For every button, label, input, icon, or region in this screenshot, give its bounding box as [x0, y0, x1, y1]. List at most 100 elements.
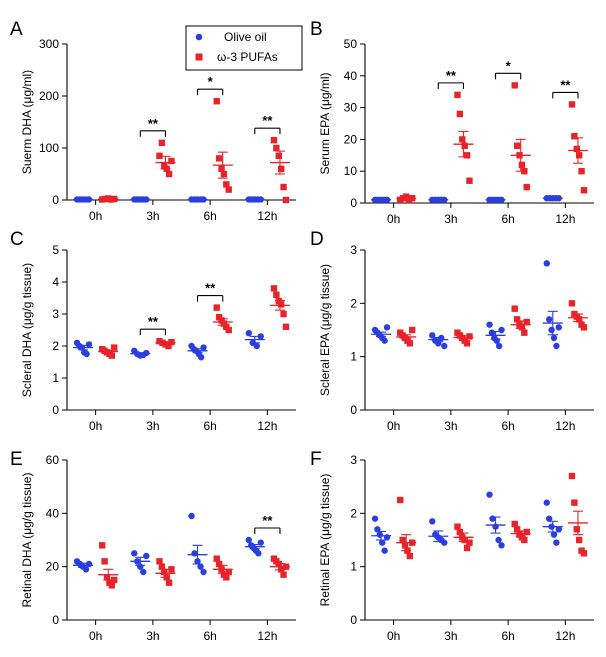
data-point	[575, 316, 583, 323]
data-point	[466, 333, 473, 340]
panel-letter: D	[310, 229, 324, 250]
data-point	[511, 520, 518, 528]
data-point	[213, 98, 220, 105]
data-point	[545, 316, 553, 323]
data-point	[406, 552, 414, 560]
y-axis-label: Retinal DHA (μg/g tissue)	[20, 473, 34, 608]
data-point	[282, 323, 290, 330]
significance-label: *	[506, 58, 512, 73]
data-point	[168, 566, 175, 573]
data-point	[486, 321, 493, 328]
y-tick-label: 30	[344, 101, 358, 115]
x-tick-label: 12h	[555, 629, 575, 643]
data-point	[568, 300, 576, 307]
series-omega-3	[396, 472, 588, 560]
data-point	[511, 82, 518, 89]
data-point	[253, 342, 260, 350]
data-point	[511, 305, 518, 312]
series-olive-oil	[73, 330, 265, 361]
panel-f: F 0 1 2 3 0h 3h 6h 12h Retinal EPA (μg/g tissue)	[310, 449, 594, 643]
panel-letter: B	[310, 19, 323, 40]
data-point	[461, 536, 468, 544]
data-point	[454, 91, 461, 99]
y-axis-label: Suerm DHA (μg/ml)	[20, 70, 34, 174]
data-point	[220, 170, 228, 178]
data-point	[218, 165, 225, 172]
series-olive-oil	[371, 491, 563, 554]
panel-d: D 0 1 2 3 0h 3h 6h 12h Scleral EPA (μg/g tissue)	[310, 229, 594, 433]
data-point	[85, 341, 93, 348]
data-point	[568, 101, 576, 108]
x-tick-label: 0h	[89, 419, 102, 433]
data-point	[200, 568, 207, 576]
y-tick-label: 20	[344, 132, 358, 146]
series-omega-3	[98, 542, 290, 589]
data-point	[463, 544, 471, 552]
y-tick-label: 40	[344, 69, 358, 83]
data-point	[200, 344, 207, 351]
series-omega-3	[98, 285, 290, 359]
y-tick-label: 100	[39, 141, 59, 155]
y-tick-label: 300	[39, 37, 59, 51]
data-point	[523, 528, 530, 536]
data-point	[158, 563, 166, 570]
data-point	[197, 563, 204, 570]
data-point	[513, 142, 521, 149]
y-tick-label: 50	[344, 37, 358, 51]
series-olive-oil	[371, 195, 563, 204]
data-point	[498, 542, 505, 549]
data-point	[543, 499, 550, 506]
significance-label: **	[560, 77, 571, 92]
data-point	[401, 542, 409, 549]
y-tick-label: 1	[350, 560, 357, 574]
data-point	[111, 344, 118, 351]
data-point	[573, 145, 580, 153]
significance-bracket: **	[254, 113, 281, 135]
y-tick-label: 4	[52, 275, 59, 289]
data-point	[441, 539, 448, 546]
data-point	[108, 352, 116, 359]
y-tick-label: 20	[46, 560, 60, 574]
y-tick-label: 0	[52, 193, 59, 207]
data-point	[225, 568, 232, 576]
data-point	[575, 152, 583, 159]
data-point	[277, 165, 285, 172]
data-point	[459, 136, 466, 143]
y-tick-label: 5	[52, 243, 59, 257]
data-point	[85, 560, 93, 568]
data-point	[571, 133, 578, 140]
significance-label: **	[446, 68, 457, 83]
significance-bracket: **	[196, 281, 224, 302]
x-tick-label: 0h	[387, 629, 400, 643]
data-point	[456, 110, 464, 118]
y-tick-label: 1	[350, 350, 357, 364]
data-point	[103, 574, 111, 581]
x-tick-label: 0h	[387, 419, 400, 433]
data-point	[399, 536, 406, 544]
data-point	[213, 304, 220, 311]
data-point	[245, 536, 252, 544]
data-point	[580, 550, 588, 557]
y-tick-label: 10	[344, 164, 358, 178]
x-tick-label: 6h	[203, 419, 216, 433]
data-point	[578, 168, 585, 175]
data-point	[523, 183, 530, 191]
data-point	[543, 260, 550, 267]
legend-box	[185, 25, 303, 71]
y-tick-label: 2	[350, 296, 357, 310]
significance-bracket: *	[196, 74, 224, 96]
series-omega-3	[98, 98, 290, 204]
panel-c: C 0 1 2 3 4 5 0h 3h 6h 12h Scleral DHA (μg/g tissue…	[10, 229, 296, 433]
series-omega-3	[396, 82, 588, 204]
series-olive-oil	[371, 260, 563, 350]
data-point	[270, 285, 278, 292]
series-olive-oil	[73, 512, 265, 576]
data-point	[158, 139, 166, 146]
legend-olive-marker	[195, 33, 203, 41]
y-tick-label: 0	[52, 403, 59, 417]
data-point	[225, 326, 232, 334]
panel-letter: A	[10, 19, 23, 40]
legend-olive-label: Olive oil	[224, 30, 267, 44]
x-tick-label: 12h	[555, 419, 575, 433]
